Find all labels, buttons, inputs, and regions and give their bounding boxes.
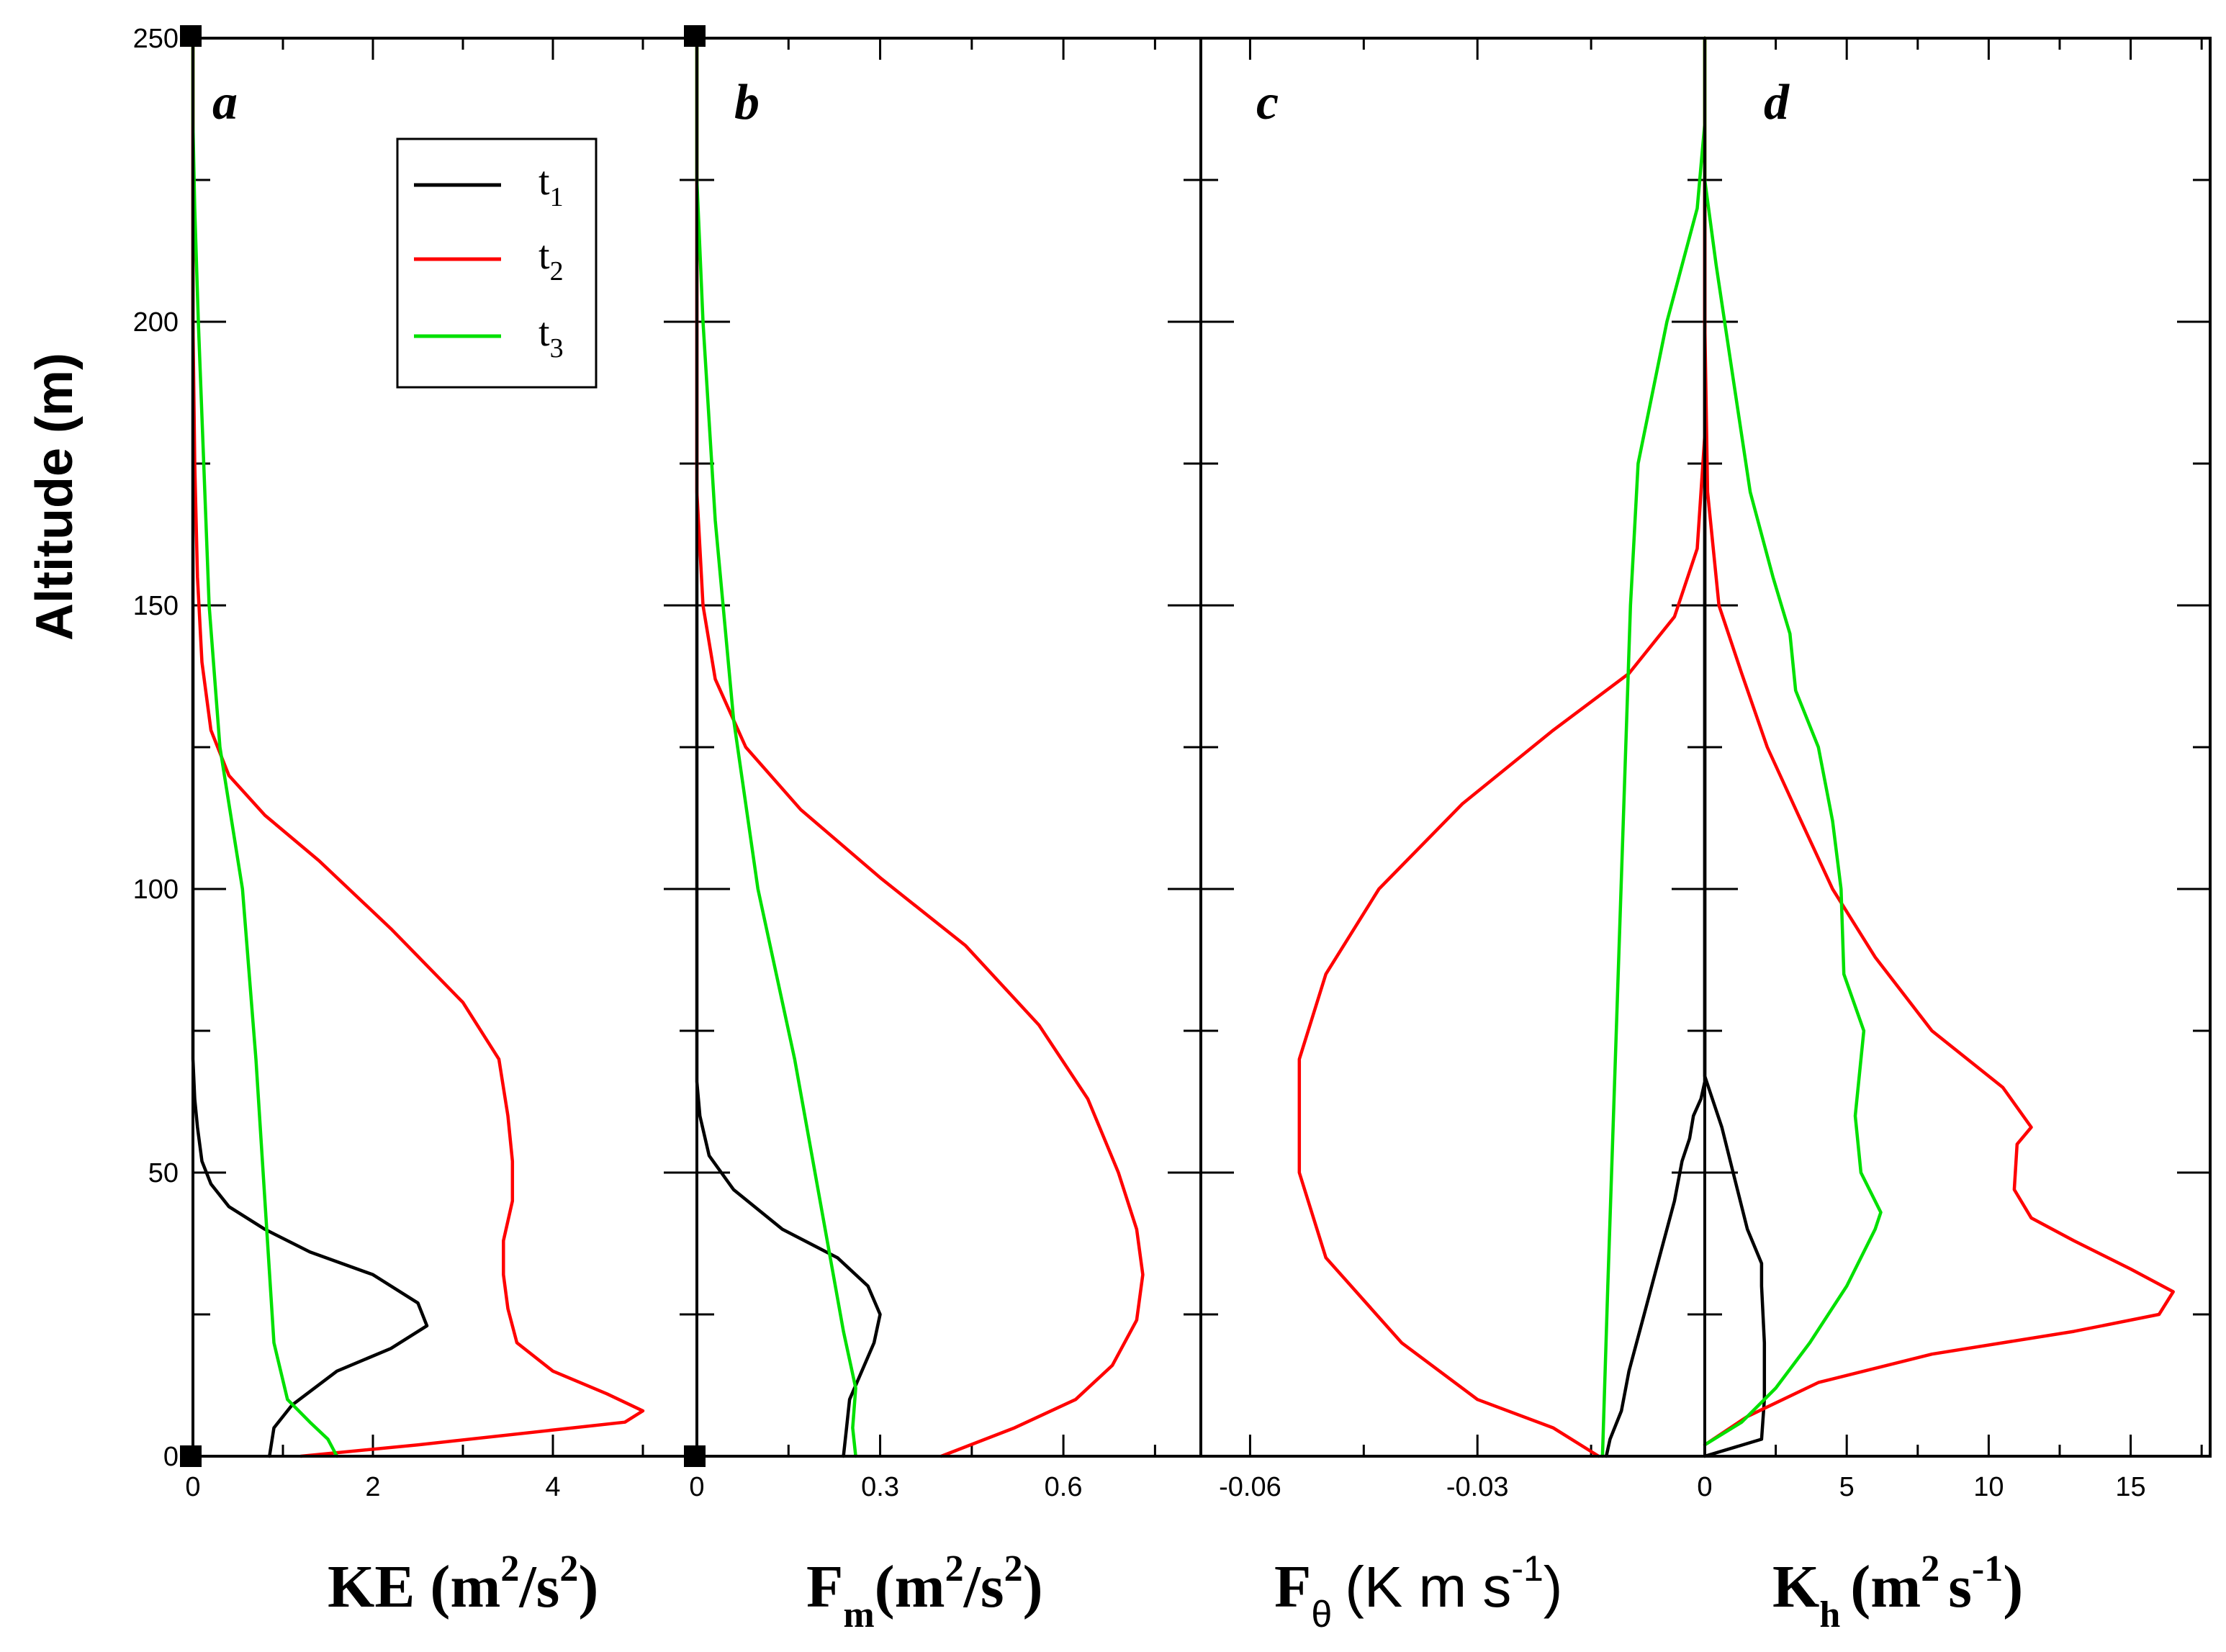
series-line-b-t3 bbox=[695, 36, 857, 1458]
panel-letter-c: c bbox=[1256, 75, 1279, 130]
x-tick-label-c: 0 bbox=[1697, 1472, 1712, 1502]
x-tick-label-d: 5 bbox=[1839, 1472, 1855, 1502]
panels: 0 2 4 0 0.3 0.6 -0.06 -0.03 00 5 10 15 bbox=[185, 36, 2210, 1502]
series-line-a-t2 bbox=[191, 36, 645, 1458]
y-tick-labels: 0 50 100 150 200 250 bbox=[133, 24, 179, 1472]
corner-marker-a-bottom bbox=[180, 1445, 202, 1467]
legend-label-t3: t3 bbox=[539, 310, 564, 364]
panel-letter-d: d bbox=[1764, 75, 1790, 130]
series-line-d-t3 bbox=[1703, 36, 1883, 1447]
series-line-b-t1 bbox=[695, 36, 882, 1458]
x-tick-label-d: 10 bbox=[1973, 1472, 2004, 1502]
y-axis-title: Altitude (m) bbox=[26, 353, 84, 641]
corner-marker-a-top bbox=[180, 25, 202, 47]
x-tick-label-a: 2 bbox=[365, 1472, 380, 1502]
x-tick-label-c: -0.03 bbox=[1446, 1472, 1509, 1502]
x-axis-title-b: Fm(m2/s2) bbox=[806, 1548, 1043, 1635]
series-line-a-t3 bbox=[191, 36, 339, 1458]
panel-d: 0 5 10 15 bbox=[1697, 36, 2210, 1502]
x-tick-label-d: 0 bbox=[1697, 1472, 1712, 1502]
x-axis-title-a: KE (m2/s2) bbox=[328, 1548, 598, 1620]
x-tick-label-a: 4 bbox=[545, 1472, 560, 1502]
x-tick-label-b: 0 bbox=[689, 1472, 704, 1502]
y-tick-label: 100 bbox=[133, 875, 179, 905]
x-tick-label-c: -0.06 bbox=[1219, 1472, 1281, 1502]
panel-c: -0.06 -0.03 0 bbox=[1201, 36, 1713, 1502]
legend: t1 t2 t3 bbox=[396, 137, 598, 389]
x-axis-title-d: Kh (m2 s-1) bbox=[1772, 1548, 2023, 1635]
y-tick-label: 250 bbox=[133, 24, 179, 54]
series-line-b-t2 bbox=[695, 36, 1145, 1458]
y-tick-label: 50 bbox=[148, 1158, 179, 1188]
series-line-a-t1 bbox=[191, 36, 429, 1458]
series-line-d-t1 bbox=[1703, 36, 1767, 1458]
x-tick-label-b: 0.3 bbox=[861, 1472, 899, 1502]
panel-letter-a: a bbox=[212, 75, 238, 130]
panel-b: 0 0.3 0.6 bbox=[689, 36, 1201, 1502]
series-line-d-t2 bbox=[1703, 36, 2175, 1447]
legend-box bbox=[396, 137, 598, 389]
y-tick-label: 0 bbox=[163, 1442, 179, 1472]
legend-label-t1: t1 bbox=[539, 159, 564, 212]
x-tick-label-d: 15 bbox=[2115, 1472, 2145, 1502]
x-axis-title-c: Fθ (K m s-1) bbox=[1274, 1548, 1562, 1635]
legend-label-t2: t2 bbox=[539, 233, 564, 286]
y-tick-label: 200 bbox=[133, 307, 179, 338]
corner-marker-b-top bbox=[684, 25, 706, 47]
corner-marker-b-bottom bbox=[684, 1445, 706, 1467]
y-tick-label: 150 bbox=[133, 591, 179, 621]
x-tick-label-b: 0.6 bbox=[1045, 1472, 1083, 1502]
series-line-c-t3 bbox=[1600, 36, 1707, 1458]
panel-letter-b: b bbox=[734, 75, 760, 130]
series-line-c-t2 bbox=[1297, 36, 1707, 1458]
x-tick-label-a: 0 bbox=[185, 1472, 200, 1502]
